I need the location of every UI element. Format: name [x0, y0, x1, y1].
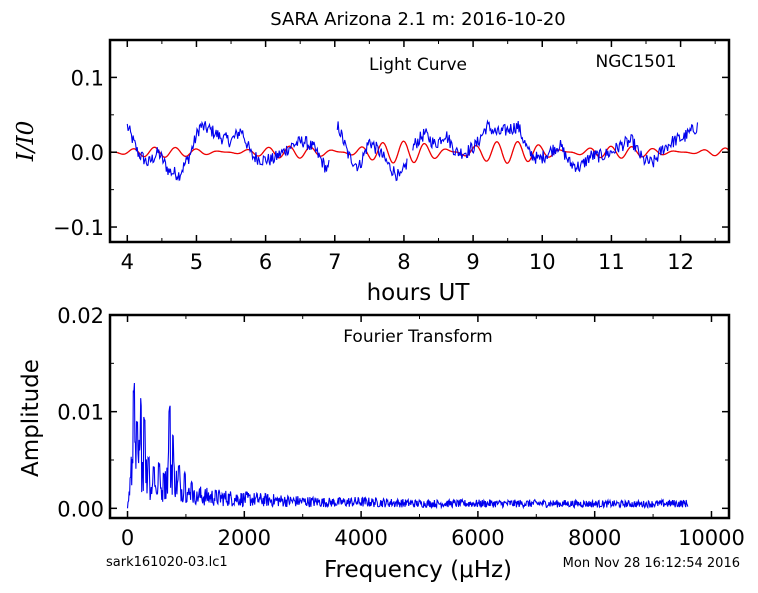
light-curve-xtick-label: 6 [259, 250, 272, 274]
light-curve-ytick-label: 0.1 [71, 66, 104, 90]
fourier-lines [126, 382, 689, 510]
footer-filename: sark161020-03.lc1 [106, 555, 228, 570]
model-curve [110, 140, 730, 164]
light-curve-title: Light Curve [369, 55, 467, 75]
fourier-xtick-label: 0 [121, 526, 134, 550]
fourier-xtick-label: 4000 [334, 526, 387, 550]
fourier-ytick-label: 0.02 [57, 304, 104, 328]
light-curve-xtick-label: 7 [328, 250, 341, 274]
light-curve-xtick-label: 11 [598, 250, 625, 274]
light-curve-xtick-label: 5 [190, 250, 203, 274]
fourier-title: Fourier Transform [343, 327, 492, 347]
fourier-ytick-label: 0.00 [57, 497, 104, 521]
light-curve-ticks: 4 5 6 7 8 9 10 11 12 0.1 0.0 −0.1 [53, 40, 729, 274]
light-curve-lines [110, 119, 730, 182]
light-curve-xlabel: hours UT [367, 280, 471, 306]
light-curve-panel: 4 5 6 7 8 9 10 11 12 0.1 0.0 −0.1 Light Curve NGC15… [13, 38, 731, 306]
footer-timestamp: Mon Nov 28 16:12:54 2016 [563, 556, 740, 571]
fourier-ticks: 0 2000 4000 6000 8000 10000 0.02 0.01 0.00 [57, 304, 745, 550]
light-curve-xtick-label: 9 [466, 250, 479, 274]
fourier-xlabel: Frequency (μHz) [324, 557, 512, 583]
fourier-ytick-label: 0.01 [57, 401, 104, 425]
object-label: NGC1501 [595, 52, 676, 72]
light-curve-xtick-label: 8 [397, 250, 410, 274]
light-curve-xtick-label: 4 [121, 250, 134, 274]
fourier-xtick-label: 10000 [678, 526, 745, 550]
figure-title: SARA Arizona 2.1 m: 2016-10-20 [270, 9, 566, 30]
light-curve-xtick-label: 10 [529, 250, 556, 274]
fourier-series [126, 382, 689, 510]
light-curve-xtick-label: 12 [667, 250, 694, 274]
fourier-ylabel: Amplitude [18, 359, 44, 477]
light-curve-frame [108, 38, 731, 244]
fourier-xtick-label: 2000 [218, 526, 271, 550]
light-curve-ytick-label: −0.1 [53, 216, 104, 240]
fourier-xtick-label: 6000 [451, 526, 504, 550]
fourier-xtick-label: 8000 [568, 526, 621, 550]
light-curve-ylabel: I/I0 [13, 121, 39, 163]
light-curve-ytick-label: 0.0 [71, 141, 104, 165]
light-curve-series [126, 119, 699, 182]
fourier-panel: 0 2000 4000 6000 8000 10000 0.02 0.01 0.00 Fouri… [18, 304, 745, 583]
